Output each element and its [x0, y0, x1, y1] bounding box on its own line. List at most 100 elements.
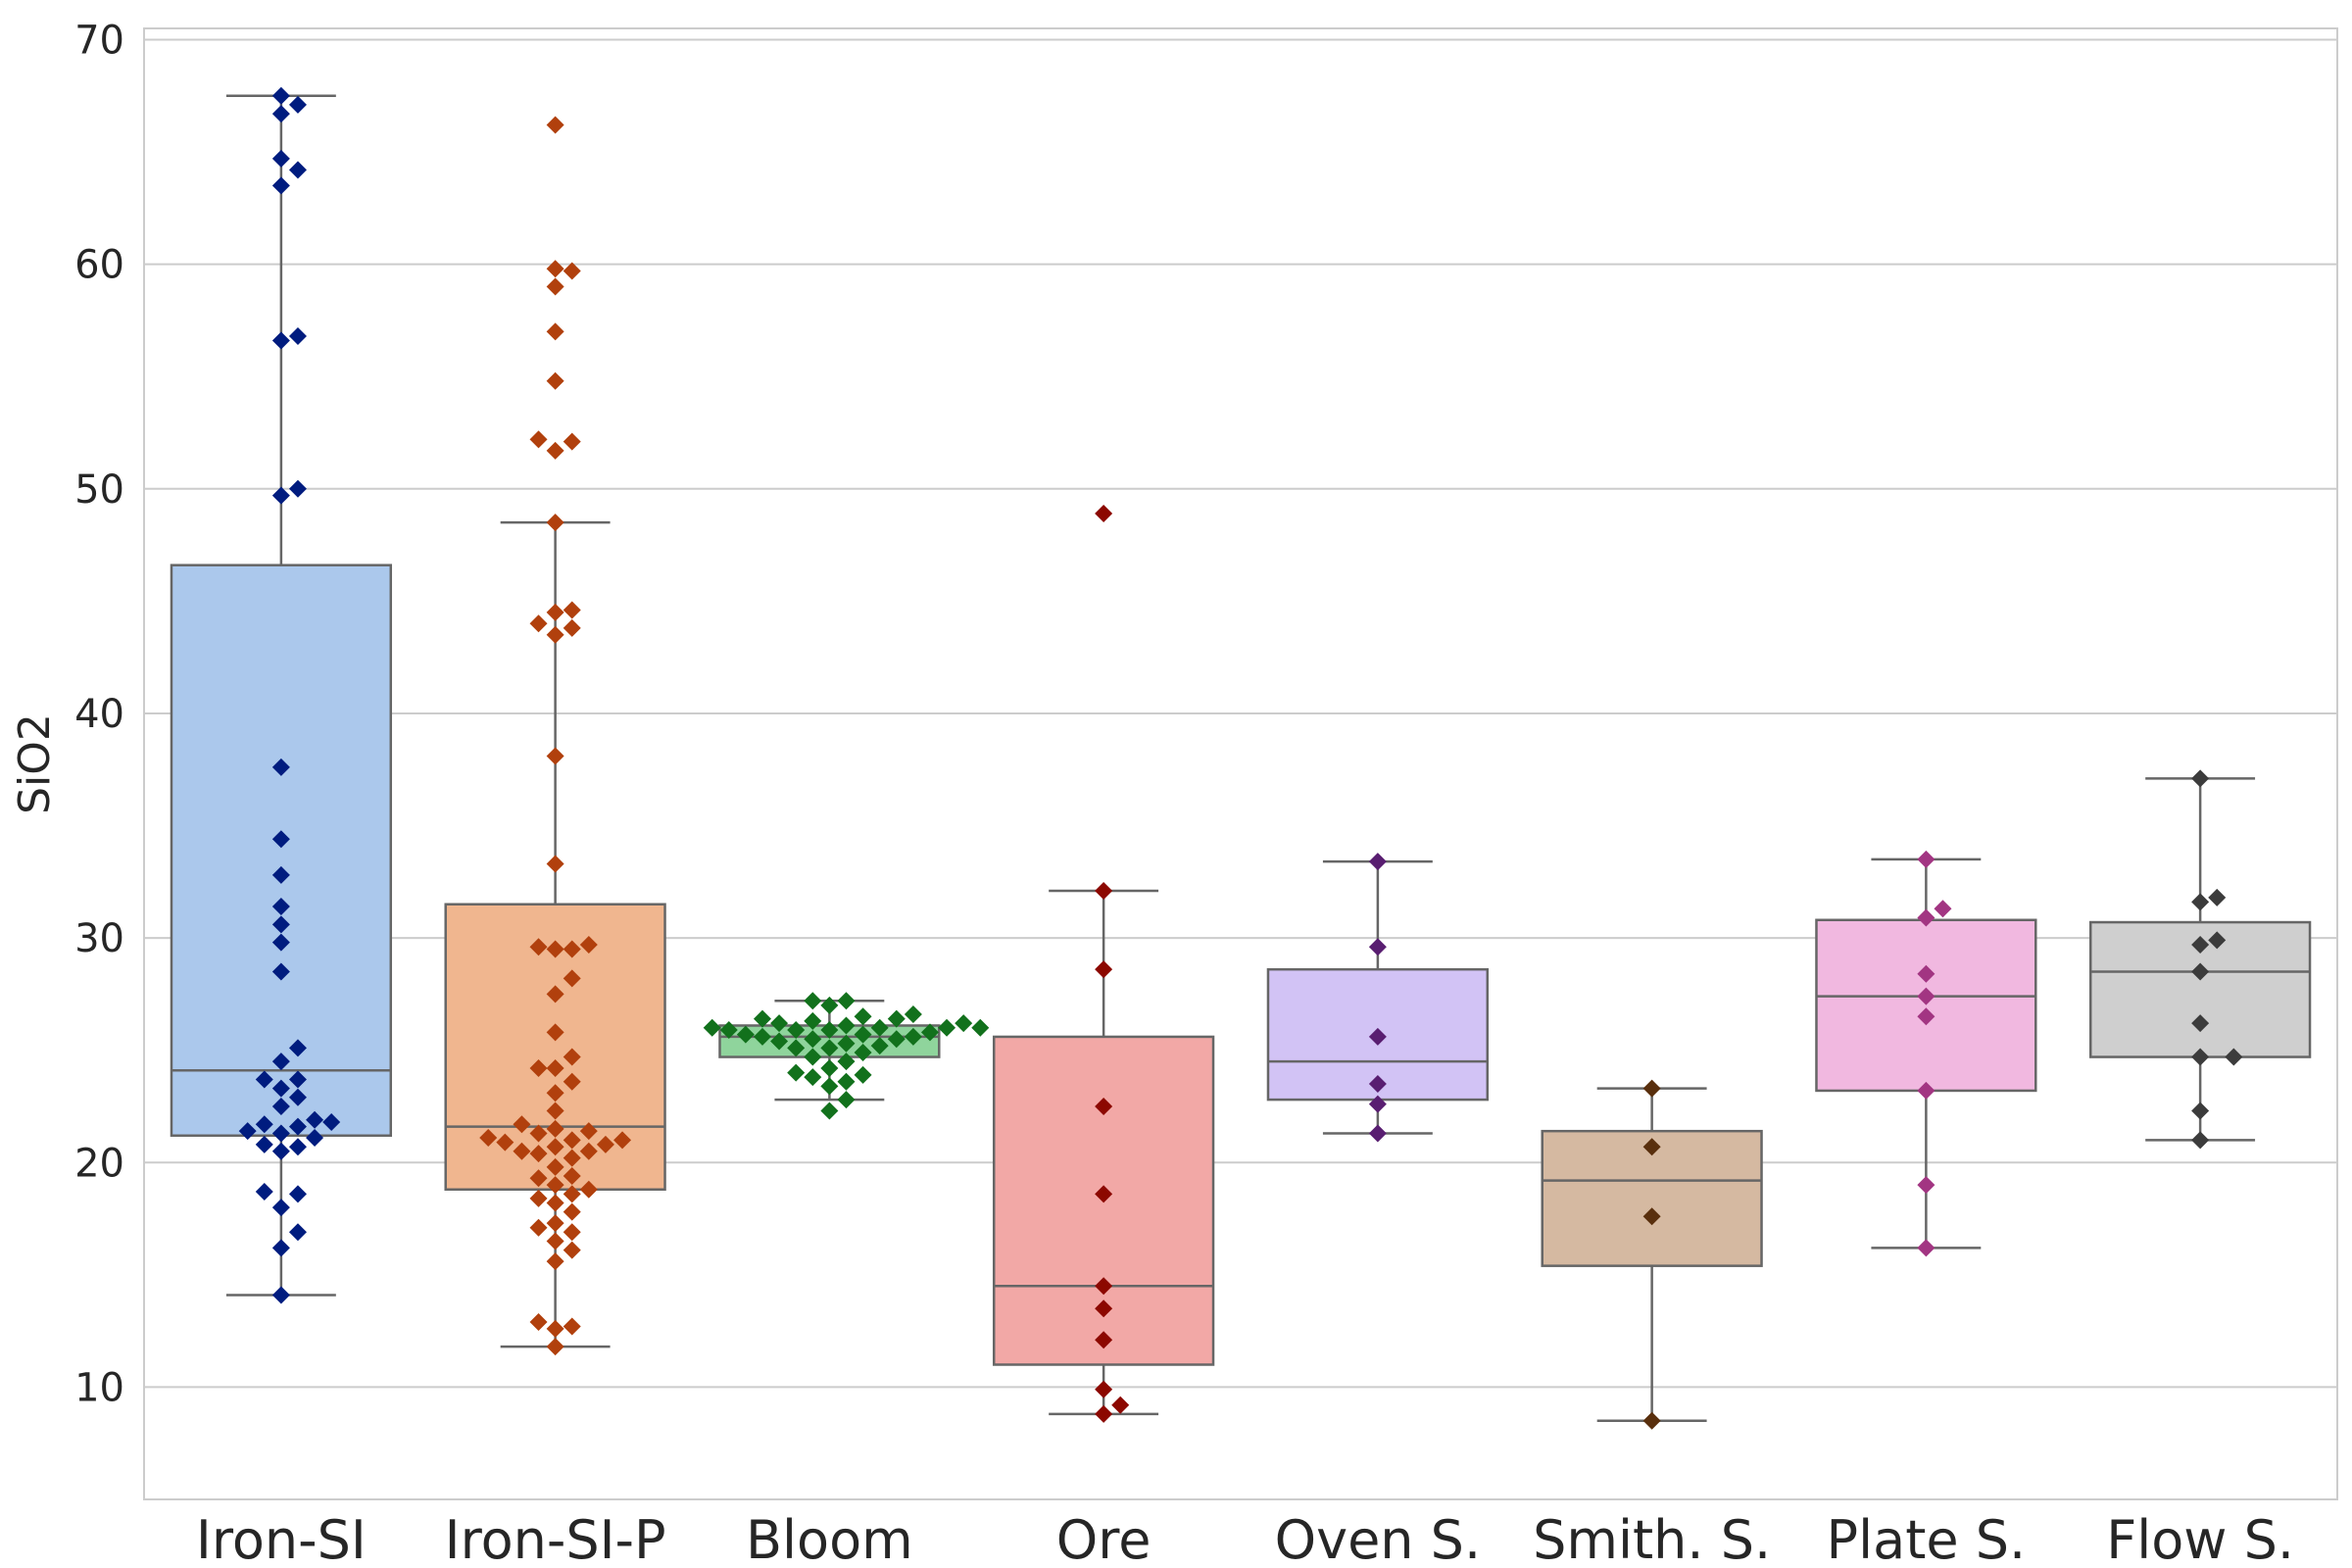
data-point — [546, 1176, 564, 1195]
data-point — [1917, 850, 1936, 868]
data-point — [920, 1023, 939, 1042]
data-point — [870, 1037, 889, 1055]
data-point — [271, 933, 290, 952]
data-point — [563, 1223, 581, 1242]
data-point — [529, 1124, 548, 1143]
data-point — [804, 1030, 822, 1049]
box-flow-s — [2088, 777, 2312, 1142]
data-point — [579, 1122, 598, 1141]
data-point — [563, 618, 581, 637]
data-point — [904, 1005, 922, 1024]
data-point — [736, 1025, 755, 1044]
data-point — [271, 758, 290, 776]
data-point — [288, 95, 307, 114]
data-point — [1368, 1095, 1387, 1113]
data-point — [546, 940, 564, 958]
data-point — [479, 1129, 498, 1148]
data-point — [703, 1018, 721, 1037]
data-point — [546, 1319, 564, 1338]
data-point — [837, 1072, 856, 1091]
box-iron-si — [170, 94, 393, 1297]
data-point — [546, 514, 564, 532]
data-point — [1111, 1396, 1130, 1414]
data-point — [837, 1016, 856, 1035]
x-tick-label: Iron-SI-P — [445, 1509, 666, 1568]
data-point — [271, 176, 290, 195]
data-point — [271, 1124, 290, 1143]
data-point — [2191, 1131, 2210, 1150]
data-point — [546, 1138, 564, 1156]
data-point — [804, 1048, 822, 1066]
data-point — [1368, 1124, 1387, 1143]
data-point — [255, 1115, 273, 1134]
data-point — [529, 1145, 548, 1163]
swarm-points — [238, 86, 2243, 1430]
data-point — [770, 1032, 789, 1051]
data-point — [271, 865, 290, 884]
data-point — [2191, 962, 2210, 981]
data-point — [1095, 1277, 1113, 1296]
data-point — [255, 1135, 273, 1153]
data-point — [1095, 881, 1113, 900]
data-point — [546, 322, 564, 341]
x-tick-label: Flow S. — [2106, 1509, 2294, 1568]
x-tick-label: Plate S. — [1827, 1509, 2027, 1568]
data-point — [271, 830, 290, 849]
data-point — [271, 149, 290, 168]
data-point — [753, 1027, 771, 1046]
data-point — [529, 430, 548, 449]
data-point — [2191, 1102, 2210, 1120]
data-point — [271, 486, 290, 505]
x-tick-label: Smith. S. — [1533, 1509, 1771, 1568]
data-point — [529, 1189, 548, 1207]
data-point — [546, 116, 564, 134]
data-point — [854, 1065, 872, 1084]
data-point — [271, 1142, 290, 1160]
y-axis-title: SiO2 — [10, 713, 60, 814]
data-point — [546, 985, 564, 1004]
data-point — [787, 1039, 806, 1057]
data-point — [546, 625, 564, 644]
data-point — [904, 1027, 922, 1046]
data-point — [1095, 1185, 1113, 1203]
x-tick-label: Iron-SI — [196, 1509, 367, 1568]
data-point — [2208, 888, 2227, 906]
data-point — [306, 1110, 324, 1129]
data-point — [563, 1202, 581, 1221]
data-point — [563, 940, 581, 958]
y-tick-label: 10 — [74, 1365, 124, 1410]
data-point — [854, 1043, 872, 1061]
data-point — [854, 1007, 872, 1026]
data-point — [1917, 1007, 1936, 1026]
data-point — [2191, 1048, 2210, 1066]
data-point — [1642, 1207, 1661, 1226]
y-tick-label: 70 — [74, 18, 124, 63]
data-point — [563, 1317, 581, 1336]
data-point — [1095, 960, 1113, 979]
data-point — [787, 1063, 806, 1082]
data-point — [546, 1119, 564, 1138]
data-point — [513, 1115, 531, 1134]
plot-frame — [143, 27, 2338, 1500]
y-tick-label: 50 — [74, 467, 124, 513]
data-point — [271, 898, 290, 916]
data-point — [770, 1014, 789, 1033]
data-point — [1917, 964, 1936, 983]
data-point — [1917, 1239, 1936, 1257]
data-point — [787, 1021, 806, 1040]
data-point — [955, 1014, 973, 1033]
data-point — [1917, 1176, 1936, 1195]
data-point — [563, 1241, 581, 1259]
data-point — [255, 1183, 273, 1201]
data-point — [322, 1113, 341, 1132]
data-point — [887, 1030, 906, 1049]
x-tick-label: Ore — [1056, 1509, 1152, 1568]
data-point — [288, 1070, 307, 1089]
x-tick-label: Oven S. — [1275, 1509, 1482, 1568]
data-point — [1642, 1411, 1661, 1430]
data-point — [546, 603, 564, 621]
data-point — [1095, 1404, 1113, 1423]
data-point — [2225, 1048, 2243, 1066]
data-point — [271, 1079, 290, 1098]
data-point — [719, 1021, 738, 1040]
